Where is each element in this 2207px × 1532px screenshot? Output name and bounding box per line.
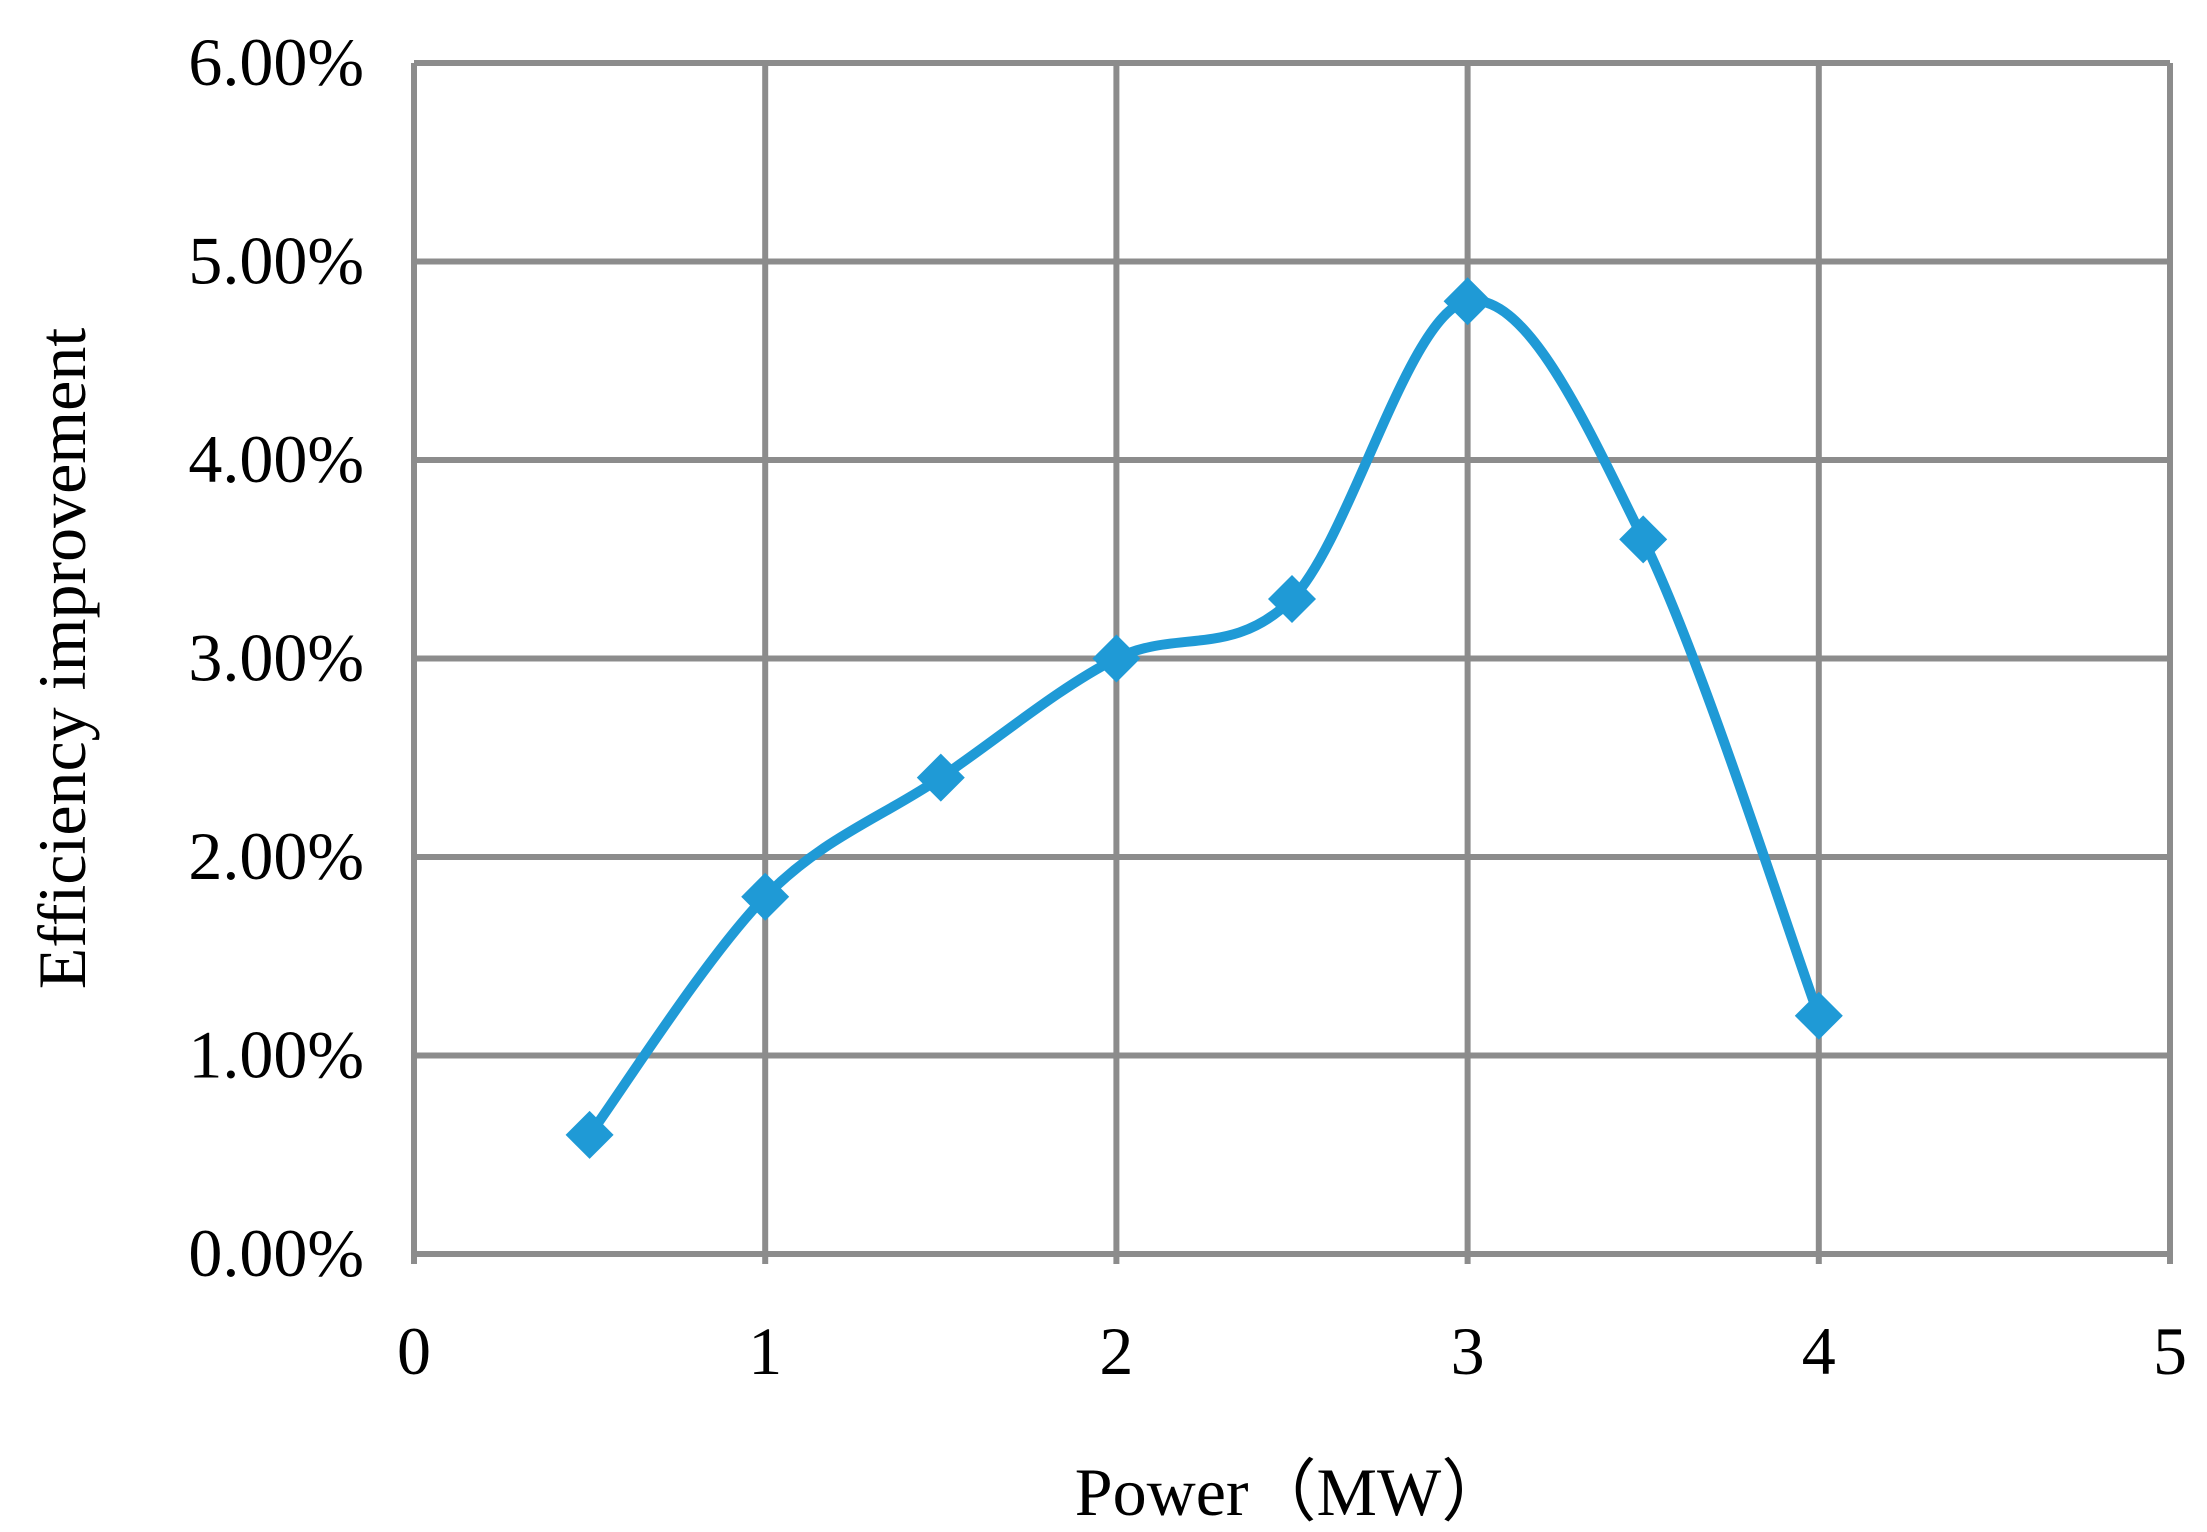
y-tick-label: 0.00% bbox=[188, 1215, 364, 1291]
data-point-marker bbox=[1443, 277, 1492, 326]
y-tick-label: 4.00% bbox=[188, 421, 364, 497]
data-point-marker bbox=[1619, 515, 1668, 564]
series-layer bbox=[565, 277, 1843, 1159]
y-tick-label: 2.00% bbox=[188, 818, 364, 894]
x-tick-label: 3 bbox=[1451, 1313, 1485, 1389]
y-axis-title: Efficiency improvement bbox=[24, 328, 100, 990]
data-point-marker bbox=[1794, 991, 1843, 1040]
x-axis-title: Power（MW） bbox=[1075, 1454, 1509, 1530]
data-point-marker bbox=[1268, 574, 1316, 623]
series-line bbox=[584, 295, 1824, 1140]
grid bbox=[411, 60, 2173, 1264]
x-tick-label: 5 bbox=[2153, 1313, 2187, 1389]
y-tick-label: 1.00% bbox=[188, 1017, 364, 1093]
data-point-marker bbox=[741, 872, 790, 921]
data-point-marker bbox=[565, 1110, 614, 1159]
x-tick-label: 4 bbox=[1802, 1313, 1836, 1389]
x-tick-label: 2 bbox=[1099, 1313, 1133, 1389]
y-tick-label: 3.00% bbox=[188, 620, 364, 696]
data-point-marker bbox=[916, 753, 965, 802]
y-tick-label: 5.00% bbox=[188, 223, 364, 299]
x-tick-label: 1 bbox=[748, 1313, 782, 1389]
x-tick-label: 0 bbox=[397, 1313, 431, 1389]
tick-labels: 0.00% 1.00% 2.00% 3.00% 4.00% 5.00% 6.00% 0 1 2 3 4… bbox=[188, 24, 2187, 1389]
y-tick-label: 6.00% bbox=[188, 24, 364, 100]
data-point-marker bbox=[1092, 634, 1141, 683]
